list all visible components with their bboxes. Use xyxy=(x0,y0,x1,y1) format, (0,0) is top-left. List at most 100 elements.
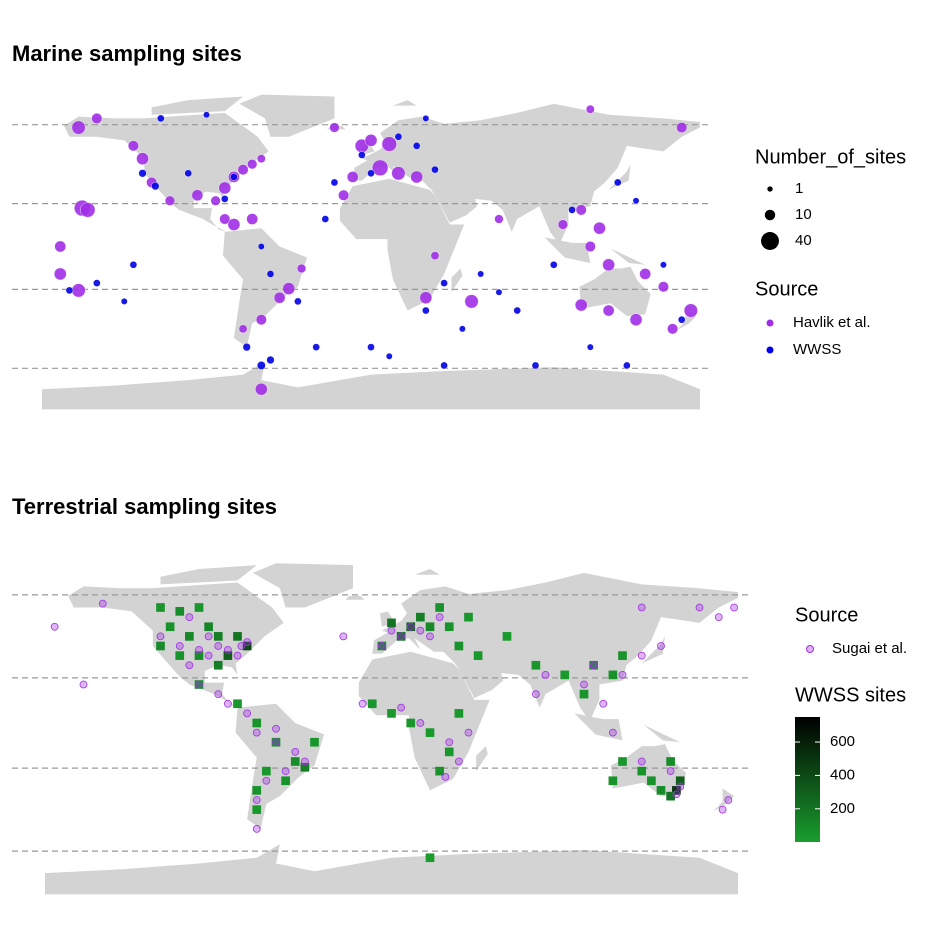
wwss-cell xyxy=(213,632,223,641)
wwss-cell xyxy=(608,670,618,680)
site xyxy=(272,738,280,747)
land xyxy=(641,636,665,664)
land xyxy=(610,248,646,265)
wwss-cell xyxy=(156,641,165,651)
land xyxy=(252,563,353,608)
site xyxy=(426,632,434,641)
site xyxy=(296,263,307,274)
site xyxy=(218,181,232,195)
wwss-cell xyxy=(252,786,262,795)
wwss-cell xyxy=(252,718,262,728)
site xyxy=(666,767,675,776)
site xyxy=(358,699,367,708)
site xyxy=(219,213,231,225)
wwss-cell xyxy=(560,670,570,680)
site xyxy=(589,661,598,670)
source-label: Havlik et al. xyxy=(793,314,871,331)
site xyxy=(531,361,540,370)
wwss-cell xyxy=(454,641,464,651)
wwss-cell xyxy=(464,612,473,622)
wwss-cell xyxy=(425,728,435,737)
site xyxy=(531,690,540,699)
site xyxy=(65,286,74,295)
site xyxy=(300,757,309,766)
wwss-cell xyxy=(647,776,656,786)
land xyxy=(339,178,465,311)
site xyxy=(410,170,423,184)
site xyxy=(204,632,213,641)
wwss-cell xyxy=(175,651,185,660)
size-label: 1 xyxy=(795,180,803,197)
site xyxy=(255,382,268,396)
site xyxy=(683,303,698,318)
site xyxy=(312,343,320,351)
size-legend-title: Number_of_sites xyxy=(755,146,906,168)
wwss-cell xyxy=(290,757,300,766)
site xyxy=(329,122,340,133)
site xyxy=(494,214,504,224)
site xyxy=(210,195,221,206)
size-key xyxy=(761,232,779,250)
site xyxy=(412,142,421,150)
wwss-cell xyxy=(618,651,627,660)
wwss-cell xyxy=(406,718,416,728)
land xyxy=(345,595,365,600)
wwss-cell xyxy=(233,699,242,709)
wwss-cell xyxy=(213,660,223,670)
site xyxy=(272,724,280,733)
site xyxy=(252,824,261,833)
site xyxy=(262,776,271,785)
site xyxy=(459,325,466,333)
marine-source-title: Source xyxy=(755,278,818,300)
site xyxy=(676,122,688,133)
site xyxy=(164,195,175,206)
site xyxy=(129,261,138,269)
land xyxy=(574,713,623,741)
site xyxy=(54,267,67,281)
site xyxy=(214,642,223,650)
site xyxy=(632,197,640,205)
site xyxy=(185,661,194,670)
site xyxy=(397,632,406,641)
wwss-cell xyxy=(377,641,387,651)
site xyxy=(445,738,454,747)
wwss-cell xyxy=(502,632,512,641)
wwss-cell xyxy=(406,622,416,632)
site xyxy=(338,189,350,201)
land xyxy=(42,361,700,410)
site xyxy=(440,279,448,287)
site xyxy=(657,642,665,650)
land xyxy=(643,724,681,743)
wwss-cell xyxy=(531,660,541,670)
site xyxy=(730,603,739,612)
site xyxy=(394,132,403,141)
size-label: 40 xyxy=(795,232,812,249)
wwss-cell xyxy=(194,603,204,612)
site xyxy=(242,343,251,352)
terrestrial-title: Terrestrial sampling sites xyxy=(12,494,277,519)
site xyxy=(330,178,339,187)
wwss-cell xyxy=(310,737,319,747)
site xyxy=(321,215,330,223)
wwss-cell xyxy=(435,766,444,776)
site xyxy=(377,642,386,650)
site xyxy=(391,166,406,181)
site xyxy=(255,314,267,326)
site xyxy=(672,790,681,799)
site xyxy=(195,645,203,654)
size-key xyxy=(764,209,776,221)
site xyxy=(203,111,210,119)
site xyxy=(618,670,627,679)
site xyxy=(416,719,425,727)
site xyxy=(658,281,669,293)
site xyxy=(724,796,733,804)
wwss-cell xyxy=(300,762,310,772)
site xyxy=(227,218,241,231)
site xyxy=(574,298,588,312)
site xyxy=(575,204,587,216)
wwss-cell xyxy=(281,776,290,786)
wwss-cell xyxy=(618,757,627,766)
site xyxy=(364,134,378,147)
site xyxy=(237,642,246,650)
wwss-cell xyxy=(175,607,185,616)
